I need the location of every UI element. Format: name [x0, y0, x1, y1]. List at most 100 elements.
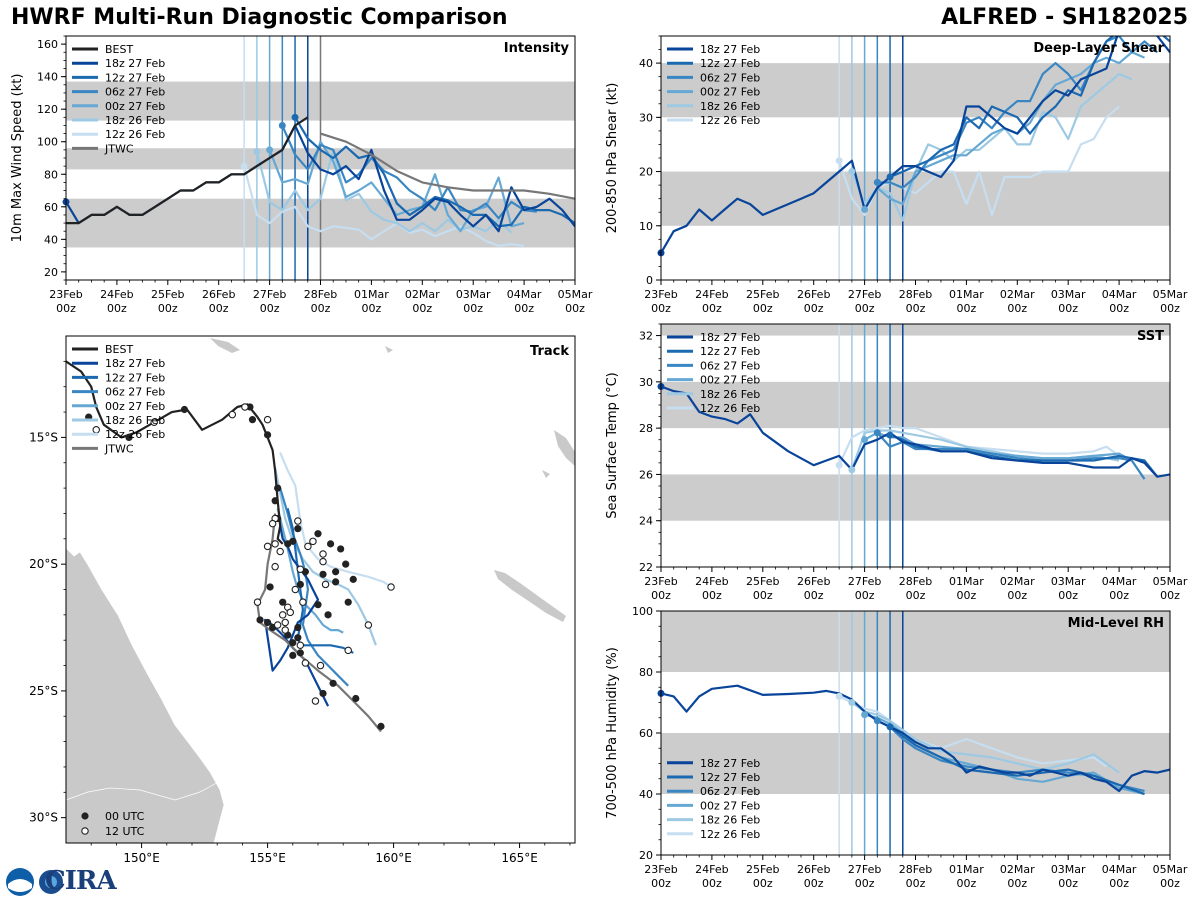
track-title: Track	[530, 344, 569, 359]
intensity-xtick-label-date: 25Feb	[151, 288, 184, 301]
track-marker-00utc	[319, 570, 327, 578]
shear-init-markers	[657, 157, 894, 257]
track-line-BEST	[66, 360, 284, 545]
intensity-ytick-label: 120	[37, 103, 58, 116]
shear-xtick-label-date: 25Feb	[746, 288, 779, 301]
sst-xtick-label-hour: 00z	[957, 589, 977, 602]
sst-init-point-18z-26-Feb	[848, 466, 856, 474]
intensity-ytick-label: 100	[37, 136, 58, 149]
rh-axes: 2040608010023Feb00z24Feb00z25Feb00z26Feb…	[605, 605, 1188, 890]
track-marker-12utc	[268, 519, 277, 528]
track-marker-12utc	[253, 598, 262, 606]
track-marker-12utc	[387, 583, 395, 591]
track-marker-12utc	[228, 410, 237, 419]
track-legend-label: 12z 27 Feb	[105, 371, 165, 384]
track-marker-12utc	[273, 621, 282, 629]
rh-line-18z-27-Feb	[661, 684, 1170, 793]
track-marker-12utc	[281, 618, 289, 627]
rh-legend-label: 18z 26 Feb	[700, 814, 760, 827]
track-legend-label: 18z 26 Feb	[105, 414, 165, 427]
sst-axes: 22242628303223Feb00z24Feb00z25Feb00z26Fe…	[605, 323, 1188, 602]
shear-init-point-06z-27-Feb	[873, 178, 881, 186]
shear-xtick-label-date: 24Feb	[695, 288, 728, 301]
track-legend-label: 06z 27 Feb	[105, 386, 165, 399]
intensity-ytick-label: 80	[44, 168, 58, 181]
rh-xtick-label-date: 27Feb	[848, 863, 881, 876]
intensity-legend-label: 18z 27 Feb	[105, 57, 165, 70]
track-ytick-label: 20°S	[29, 557, 58, 571]
intensity-xtick-label-date: 04Mar	[507, 288, 542, 301]
track-marker-12utc	[311, 697, 320, 705]
rh-legend-label: 06z 27 Feb	[700, 785, 760, 798]
track-ytick-label: 30°S	[29, 811, 58, 825]
rh-legend-label: 12z 26 Feb	[700, 828, 760, 841]
sst-ytick-label: 22	[639, 561, 653, 574]
track-line-12z-27-Feb	[286, 508, 354, 654]
track-xtick-label: 165°E	[501, 851, 538, 865]
track-marker-00utc	[319, 689, 327, 698]
intensity-xtick-label-hour: 00z	[311, 302, 331, 315]
intensity-ytick-label: 60	[44, 201, 58, 214]
intensity-line-18z-26-Feb	[255, 148, 513, 234]
shear-xtick-label-hour: 00z	[906, 302, 926, 315]
rh-xtick-label-hour: 00z	[753, 877, 773, 890]
shear-line-06z-27-Feb	[877, 36, 1159, 189]
track-ytick-label: 25°S	[29, 684, 58, 698]
intensity-line-JTWC	[320, 132, 575, 200]
shear-band-1	[661, 63, 1170, 118]
sst-line-18z-27-Feb	[661, 385, 1170, 478]
sst-init-point-12z-27-Feb	[886, 431, 894, 439]
sst-xtick-label-date: 23Feb	[644, 575, 677, 588]
shear-ytick-label: 40	[639, 57, 653, 70]
intensity-xtick-label-hour: 00z	[158, 302, 178, 315]
sst-ytick-label: 26	[639, 468, 653, 481]
marker-legend-12-symbol	[81, 827, 89, 835]
rh-legend-label: 12z 27 Feb	[700, 771, 760, 784]
track-legend-label: 12z 26 Feb	[105, 428, 165, 441]
track-marker-00utc	[263, 618, 272, 627]
track-marker-12utc	[304, 542, 312, 551]
rh-ytick-label: 100	[632, 605, 653, 618]
intensity-xtick-label-date: 26Feb	[202, 288, 235, 301]
rh-xtick-label-hour: 00z	[651, 877, 671, 890]
track-marker-12utc	[263, 415, 272, 424]
shear-xtick-label-hour: 00z	[651, 302, 671, 315]
track-marker-00utc	[332, 578, 340, 586]
track-marker-12utc	[271, 562, 279, 571]
sst-xtick-label-date: 03Mar	[1051, 575, 1086, 588]
track-marker-00utc	[271, 497, 279, 505]
track-line-JTWC	[256, 513, 382, 733]
track-marker-00utc	[342, 560, 350, 568]
sst-line-12z-26-Feb	[838, 424, 1120, 466]
track-ytick-label: 15°S	[29, 430, 58, 444]
track-marker-12utc	[241, 403, 249, 411]
rh-xtick-label-date: 05Mar	[1153, 863, 1188, 876]
shear-ylabel: 200-850 hPa Shear (kt)	[605, 83, 620, 234]
rh-xtick-label-date: 25Feb	[746, 863, 779, 876]
rh-xtick-label-date: 02Mar	[1000, 863, 1035, 876]
track-marker-12utc	[281, 626, 289, 634]
intensity-line-06z-27-Feb	[281, 125, 537, 220]
shear-line-12z-27-Feb	[889, 36, 1170, 179]
track-marker-12utc	[321, 580, 330, 589]
intensity-xtick-label-date: 03Mar	[456, 288, 491, 301]
rh-xtick-label-hour: 00z	[855, 877, 875, 890]
rh-legend-label: 18z 27 Feb	[700, 757, 760, 770]
track-marker-legend: 00 UTC 12 UTC	[81, 810, 145, 838]
rh-line-12z-27-Feb	[889, 726, 1145, 796]
shear-xtick-label-date: 23Feb	[644, 288, 677, 301]
shear-line-18z-26-Feb	[850, 72, 1133, 222]
shear-xtick-label-date: 01Mar	[949, 288, 984, 301]
shear-legend-label: 12z 27 Feb	[700, 57, 760, 70]
shear-xtick-label-date: 05Mar	[1153, 288, 1188, 301]
track-marker-00utc	[314, 601, 322, 609]
track-marker-12utc	[299, 598, 307, 606]
track-marker-00utc	[125, 433, 133, 441]
intensity-xtick-label-date: 02Mar	[405, 288, 440, 301]
shear-init-point-12z-26-Feb	[835, 157, 843, 165]
sst-line-12z-27-Feb	[889, 434, 1159, 478]
intensity-ylabel: 10m Max Wind Speed (kt)	[10, 74, 25, 243]
